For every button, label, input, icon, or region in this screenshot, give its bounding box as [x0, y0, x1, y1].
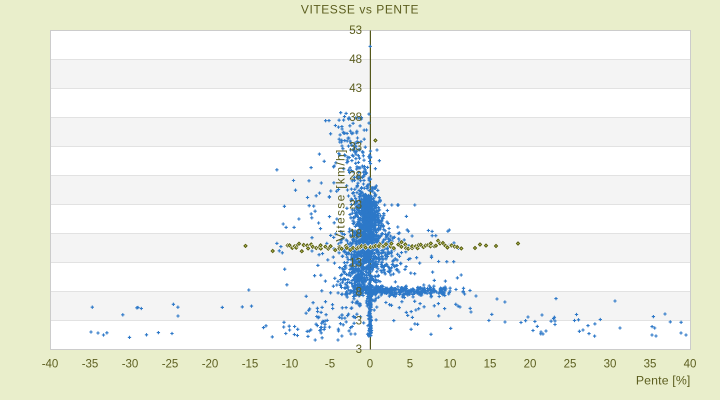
svg-text:13: 13 [349, 258, 362, 270]
svg-text:15: 15 [484, 359, 497, 371]
svg-text:-40: -40 [42, 359, 59, 371]
svg-text:VITESSE vs PENTE: VITESSE vs PENTE [301, 3, 419, 17]
svg-text:33: 33 [349, 141, 362, 153]
svg-text:-15: -15 [242, 359, 259, 371]
svg-text:18: 18 [349, 228, 362, 240]
svg-text:0: 0 [367, 359, 373, 371]
svg-text:3: 3 [356, 316, 362, 328]
svg-text:25: 25 [564, 359, 577, 371]
svg-text:48: 48 [349, 54, 362, 66]
svg-text:Pente [%]: Pente [%] [636, 373, 691, 387]
svg-text:28: 28 [349, 170, 362, 182]
svg-text:23: 23 [349, 199, 362, 211]
svg-text:38: 38 [349, 112, 362, 124]
svg-text:-30: -30 [122, 359, 139, 371]
svg-text:-10: -10 [282, 359, 299, 371]
svg-text:-35: -35 [82, 359, 99, 371]
svg-text:40: 40 [684, 359, 697, 371]
svg-text:Vitesse [km/h]: Vitesse [km/h] [334, 148, 348, 241]
svg-text:-25: -25 [162, 359, 179, 371]
svg-text:-5: -5 [325, 359, 335, 371]
svg-text:30: 30 [604, 359, 617, 371]
svg-text:20: 20 [524, 359, 537, 371]
svg-text:8: 8 [356, 287, 362, 299]
svg-text:43: 43 [349, 83, 362, 95]
svg-text:53: 53 [349, 25, 362, 37]
svg-text:5: 5 [407, 359, 413, 371]
svg-text:3: 3 [356, 344, 362, 356]
svg-text:35: 35 [644, 359, 657, 371]
svg-text:10: 10 [444, 359, 457, 371]
svg-text:-20: -20 [202, 359, 219, 371]
